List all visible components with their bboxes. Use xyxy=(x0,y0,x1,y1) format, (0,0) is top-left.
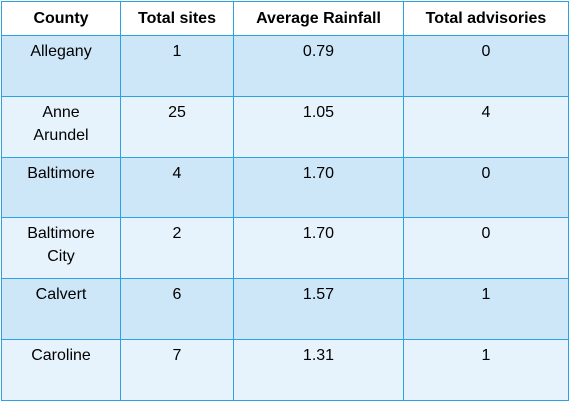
cell-total-advisories: 0 xyxy=(403,35,569,97)
cell-average-rainfall: 1.70 xyxy=(233,156,404,219)
cell-total-sites: 6 xyxy=(120,278,234,341)
cell-average-rainfall: 1.70 xyxy=(233,217,404,280)
cell-total-advisories: 0 xyxy=(403,217,569,280)
table-row: Calvert 6 1.57 1 xyxy=(1,278,569,341)
county-name: Allegany xyxy=(30,43,92,60)
cell-total-advisories: 0 xyxy=(403,156,569,219)
cell-total-sites: 25 xyxy=(120,95,234,158)
table-row: Allegany 1 0.79 0 xyxy=(1,35,569,97)
county-name: Caroline xyxy=(31,347,91,365)
county-name: Baltimore xyxy=(27,164,95,182)
cell-total-sites: 2 xyxy=(120,217,234,280)
table-row: Baltimore 4 1.70 0 xyxy=(1,156,569,219)
header-total-sites: Total sites xyxy=(120,1,234,36)
table-row: Anne Arundel 25 1.05 4 xyxy=(1,95,569,158)
cell-average-rainfall: 1.31 xyxy=(233,339,404,401)
county-name: Baltimore City xyxy=(27,225,95,266)
cell-total-advisories: 4 xyxy=(403,95,569,158)
header-row: County Total sites Average Rainfall Tota… xyxy=(1,1,569,36)
county-name: Calvert xyxy=(35,286,87,304)
cell-average-rainfall: 1.57 xyxy=(233,278,404,341)
county-name: Anne Arundel xyxy=(33,103,89,144)
header-county: County xyxy=(1,1,121,36)
cell-county: Caroline xyxy=(1,339,121,401)
cell-total-sites: 7 xyxy=(120,339,234,401)
cell-average-rainfall: 1.05 xyxy=(233,95,404,158)
header-total-advisories: Total advisories xyxy=(403,1,569,36)
cell-total-sites: 1 xyxy=(120,35,234,97)
cell-county: Baltimore City xyxy=(1,217,121,280)
cell-total-advisories: 1 xyxy=(403,278,569,341)
cell-county: Anne Arundel xyxy=(1,95,121,158)
table-row: Baltimore City 2 1.70 0 xyxy=(1,217,569,280)
cell-county: Calvert xyxy=(1,278,121,341)
cell-total-advisories: 1 xyxy=(403,339,569,401)
cell-county: Allegany xyxy=(1,35,121,97)
header-average-rainfall: Average Rainfall xyxy=(233,1,404,36)
cell-county: Baltimore xyxy=(1,156,121,219)
table-row: Caroline 7 1.31 1 xyxy=(1,339,569,401)
cell-total-sites: 4 xyxy=(120,156,234,219)
cell-average-rainfall: 0.79 xyxy=(233,35,404,97)
